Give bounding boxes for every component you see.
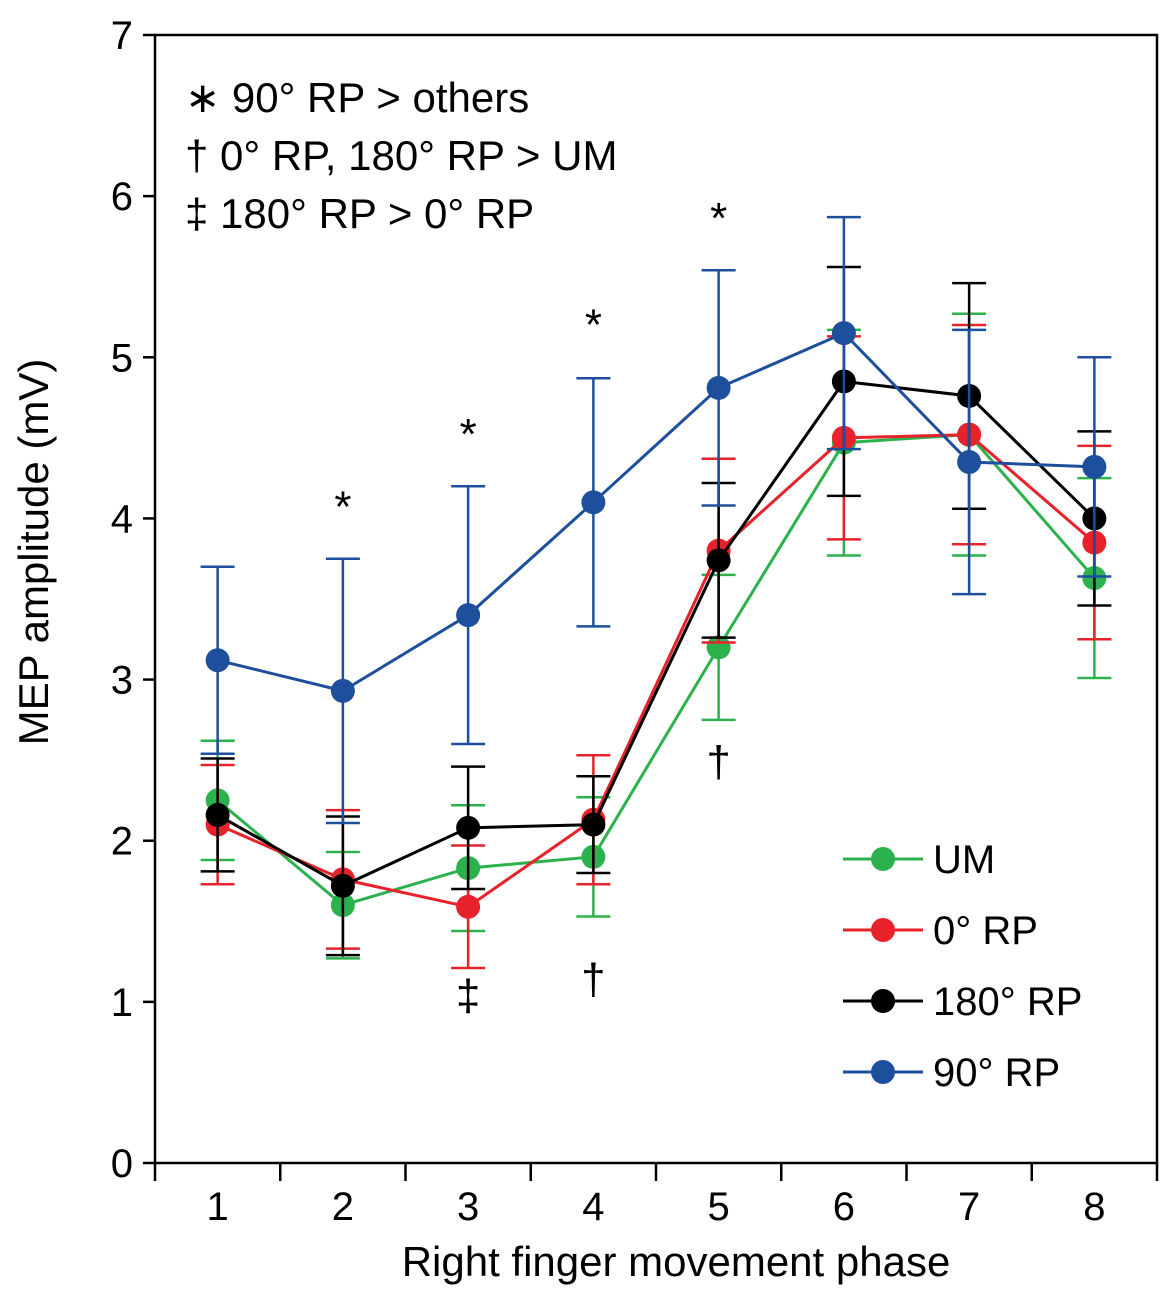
data-point bbox=[831, 321, 856, 346]
data-point bbox=[456, 815, 481, 840]
x-tick-label: 1 bbox=[207, 1185, 229, 1229]
legend-label: 90° RP bbox=[933, 1051, 1060, 1095]
y-axis-label: MEP amplitude (mV) bbox=[10, 359, 57, 746]
significance-mark: * bbox=[460, 410, 477, 459]
significance-mark: † bbox=[581, 955, 605, 1004]
axes-layer: 0 1 2 3 4 5 6 7 1 2 3 4 5 6 7 8 bbox=[111, 14, 1159, 1229]
x-tick-label: 4 bbox=[582, 1185, 604, 1229]
y-tick-label: 3 bbox=[111, 659, 133, 703]
legend-marker bbox=[871, 1060, 895, 1084]
data-point bbox=[456, 603, 481, 628]
legend-entry: 0° RP bbox=[843, 909, 1038, 953]
significance-mark: * bbox=[585, 301, 602, 350]
x-tick-label: 3 bbox=[457, 1185, 479, 1229]
data-point bbox=[581, 812, 606, 837]
series-line bbox=[217, 331, 1095, 693]
series-layer bbox=[200, 215, 1112, 970]
y-tick-label: 7 bbox=[111, 14, 133, 58]
y-tick-label: 0 bbox=[111, 1142, 133, 1186]
data-point bbox=[706, 375, 731, 400]
data-point bbox=[581, 490, 606, 515]
data-point bbox=[957, 450, 982, 475]
series-90-rp bbox=[200, 215, 1112, 825]
legend-marker bbox=[871, 989, 895, 1013]
y-tick-label: 5 bbox=[111, 336, 133, 380]
series-line bbox=[217, 433, 1096, 909]
note-line: † 0° RP, 180° RP > UM bbox=[185, 132, 617, 179]
legend-marker bbox=[871, 847, 895, 871]
significance-mark: † bbox=[706, 737, 730, 786]
y-tick-label: 6 bbox=[111, 175, 133, 219]
x-tick-label: 6 bbox=[833, 1185, 855, 1229]
significance-mark: ‡ bbox=[456, 971, 480, 1020]
y-tick-label: 1 bbox=[111, 981, 133, 1025]
x-axis-label: Right finger movement phase bbox=[402, 1238, 951, 1285]
legend-entry: 90° RP bbox=[843, 1051, 1060, 1095]
data-point bbox=[456, 894, 481, 919]
x-tick-label: 7 bbox=[958, 1185, 980, 1229]
data-point bbox=[330, 678, 355, 703]
legend-label: UM bbox=[933, 838, 995, 882]
data-point bbox=[205, 802, 230, 827]
legend-marker bbox=[871, 918, 895, 942]
data-point bbox=[1082, 454, 1107, 479]
data-point bbox=[330, 873, 355, 898]
significance-mark: * bbox=[710, 194, 727, 243]
significance-mark: * bbox=[334, 483, 351, 532]
x-tick-label: 5 bbox=[708, 1185, 730, 1229]
x-tick-label: 2 bbox=[332, 1185, 354, 1229]
legend-label: 0° RP bbox=[933, 909, 1038, 953]
legend-entry: 180° RP bbox=[843, 980, 1082, 1024]
data-point bbox=[706, 548, 731, 573]
legend-entry: UM bbox=[843, 838, 995, 882]
legend: UM 0° RP 180° RP 90° RP bbox=[843, 838, 1082, 1095]
note-line: ‡ 180° RP > 0° RP bbox=[185, 190, 534, 237]
legend-label: 180° RP bbox=[933, 980, 1082, 1024]
y-tick-label: 2 bbox=[111, 820, 133, 864]
series-line bbox=[216, 379, 1096, 888]
significance-annotations: * * * * ‡ † † bbox=[334, 194, 731, 1020]
note-line: ∗ 90° RP > others bbox=[185, 74, 529, 121]
data-point bbox=[205, 648, 230, 673]
x-tick-label: 8 bbox=[1083, 1185, 1105, 1229]
significance-notes: ∗ 90° RP > others † 0° RP, 180° RP > UM ‡ … bbox=[185, 74, 617, 237]
y-tick-label: 4 bbox=[111, 497, 133, 541]
